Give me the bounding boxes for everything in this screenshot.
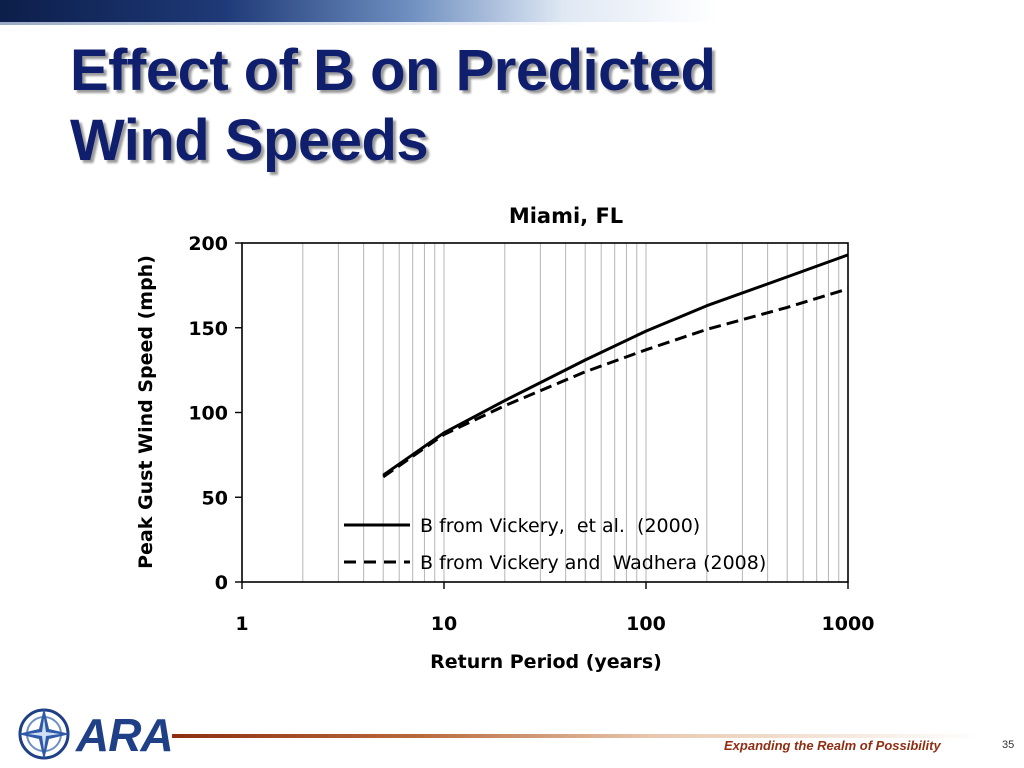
- plot-frame: [241, 242, 849, 583]
- logo-text: ARA: [76, 709, 174, 761]
- series-line-2: [382, 287, 849, 479]
- x-tick-label: 10: [431, 613, 457, 635]
- top-banner: [0, 0, 1024, 22]
- chart-legend: B from Vickery, et al. (2000) B from Vick…: [344, 515, 766, 574]
- slide-title: Effect of B on Predicted Wind Speeds: [70, 36, 830, 176]
- footer-tagline: Expanding the Realm of Possibility: [724, 738, 941, 753]
- y-tick-label: 0: [215, 572, 228, 594]
- top-banner-stripe: [0, 22, 600, 25]
- ara-logo: ARA: [16, 706, 174, 762]
- page-number: 35: [1002, 739, 1015, 751]
- y-axis-ticks: 0 50 100 150 200: [188, 233, 242, 594]
- y-tick-label: 200: [188, 233, 228, 255]
- compass-star-icon: [18, 708, 70, 760]
- wind-speed-chart: Miami, FL 0 50 100 150 200 1 10 100 1000 B from…: [135, 204, 874, 673]
- y-tick-label: 150: [188, 318, 228, 340]
- y-tick-label: 50: [202, 487, 228, 509]
- slide-title-line2: Wind Speeds: [70, 108, 429, 173]
- chart-series: [382, 253, 849, 479]
- x-axis-label: Return Period (years): [430, 651, 662, 673]
- x-tick-label: 100: [626, 613, 666, 635]
- slide-title-line1: Effect of B on Predicted: [70, 38, 716, 103]
- legend-label-2: B from Vickery and Wadhera (2008): [420, 552, 766, 574]
- x-axis-ticks: 1 10 100 1000: [235, 582, 874, 635]
- footer-divider: [172, 734, 982, 738]
- y-tick-label: 100: [188, 403, 228, 425]
- chart-grid: [302, 243, 840, 582]
- x-tick-label: 1000: [822, 613, 875, 635]
- x-tick-label: 1: [235, 613, 248, 635]
- y-axis-label: Peak Gust Wind Speed (mph): [135, 255, 157, 569]
- series-line-1: [382, 253, 849, 477]
- chart-title: Miami, FL: [509, 204, 623, 228]
- legend-label-1: B from Vickery, et al. (2000): [420, 515, 700, 537]
